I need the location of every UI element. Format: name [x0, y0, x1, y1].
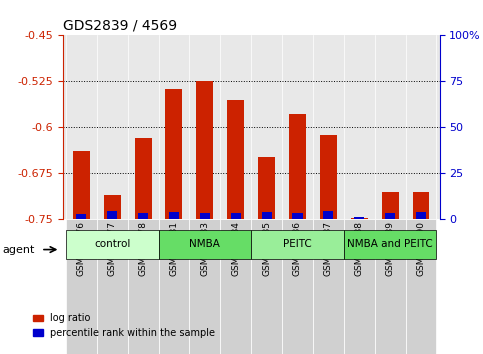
- Bar: [169, 212, 179, 219]
- Bar: [200, 213, 210, 219]
- Bar: [230, 213, 241, 219]
- FancyBboxPatch shape: [97, 219, 128, 354]
- FancyBboxPatch shape: [251, 230, 344, 258]
- Bar: [73, 151, 90, 219]
- Bar: [166, 89, 183, 219]
- FancyBboxPatch shape: [158, 230, 251, 258]
- FancyBboxPatch shape: [344, 230, 437, 258]
- FancyBboxPatch shape: [251, 219, 282, 354]
- Text: NMBA: NMBA: [189, 239, 220, 249]
- Bar: [289, 114, 306, 219]
- Bar: [104, 195, 121, 219]
- FancyBboxPatch shape: [220, 219, 251, 354]
- FancyBboxPatch shape: [189, 219, 220, 354]
- Bar: [292, 213, 302, 219]
- Text: GDS2839 / 4569: GDS2839 / 4569: [63, 19, 177, 33]
- FancyBboxPatch shape: [66, 230, 158, 258]
- Bar: [354, 217, 364, 219]
- FancyBboxPatch shape: [344, 219, 375, 354]
- FancyBboxPatch shape: [282, 219, 313, 354]
- Bar: [382, 192, 398, 219]
- Bar: [135, 138, 152, 219]
- Bar: [76, 214, 86, 219]
- FancyBboxPatch shape: [66, 219, 97, 354]
- Bar: [258, 157, 275, 219]
- FancyBboxPatch shape: [313, 219, 344, 354]
- Bar: [323, 211, 333, 219]
- Bar: [107, 211, 117, 219]
- Bar: [227, 100, 244, 219]
- Bar: [416, 212, 426, 219]
- Bar: [385, 213, 395, 219]
- Bar: [320, 136, 337, 219]
- Text: PEITC: PEITC: [283, 239, 312, 249]
- FancyBboxPatch shape: [158, 219, 189, 354]
- Bar: [197, 81, 213, 219]
- Text: NMBA and PEITC: NMBA and PEITC: [347, 239, 433, 249]
- Bar: [261, 212, 272, 219]
- Bar: [412, 192, 429, 219]
- Bar: [351, 218, 368, 219]
- Legend: log ratio, percentile rank within the sample: log ratio, percentile rank within the sa…: [29, 309, 219, 342]
- FancyBboxPatch shape: [375, 219, 406, 354]
- Bar: [138, 213, 148, 219]
- FancyBboxPatch shape: [128, 219, 158, 354]
- Text: agent: agent: [2, 245, 35, 255]
- FancyBboxPatch shape: [406, 219, 437, 354]
- Text: control: control: [94, 239, 130, 249]
